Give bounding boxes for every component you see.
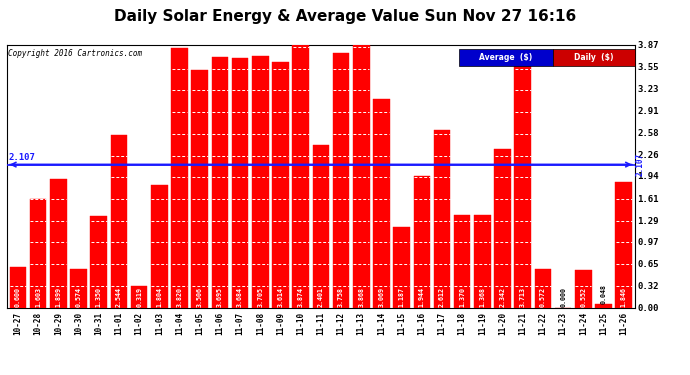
- Text: 3.758: 3.758: [338, 287, 344, 307]
- Bar: [515, 56, 531, 308]
- Text: 3.820: 3.820: [177, 287, 183, 307]
- Text: 2.612: 2.612: [439, 287, 445, 307]
- Text: 0.000: 0.000: [560, 287, 566, 307]
- Bar: [10, 267, 26, 308]
- Text: 0.552: 0.552: [580, 287, 586, 307]
- Bar: [272, 62, 288, 308]
- Bar: [353, 45, 370, 308]
- Bar: [110, 135, 127, 308]
- Text: 3.713: 3.713: [520, 287, 526, 307]
- FancyBboxPatch shape: [459, 49, 553, 66]
- Bar: [70, 268, 87, 308]
- Text: Daily Solar Energy & Average Value Sun Nov 27 16:16: Daily Solar Energy & Average Value Sun N…: [114, 9, 576, 24]
- Bar: [434, 130, 451, 308]
- FancyBboxPatch shape: [553, 49, 635, 66]
- Text: 3.684: 3.684: [237, 287, 243, 307]
- Bar: [50, 179, 67, 308]
- Text: 0.048: 0.048: [600, 284, 607, 304]
- Bar: [131, 286, 148, 308]
- Bar: [212, 57, 228, 308]
- Bar: [454, 214, 471, 308]
- Text: 2.342: 2.342: [500, 287, 506, 307]
- Text: 2.107: 2.107: [636, 153, 645, 176]
- Bar: [30, 199, 46, 308]
- Text: 3.695: 3.695: [217, 287, 223, 307]
- Text: 1.944: 1.944: [419, 287, 425, 307]
- Bar: [232, 58, 248, 308]
- Text: 1.804: 1.804: [157, 287, 162, 307]
- Text: Copyright 2016 Cartronics.com: Copyright 2016 Cartronics.com: [8, 49, 142, 58]
- Bar: [252, 56, 268, 308]
- Bar: [535, 269, 551, 308]
- Bar: [494, 148, 511, 308]
- Text: 3.069: 3.069: [378, 287, 384, 307]
- Text: 3.874: 3.874: [297, 287, 304, 307]
- Bar: [595, 304, 612, 307]
- Text: 3.614: 3.614: [277, 287, 284, 307]
- Text: 1.370: 1.370: [459, 287, 465, 307]
- Bar: [313, 145, 329, 308]
- Text: 1.368: 1.368: [480, 287, 485, 307]
- Text: 1.187: 1.187: [399, 287, 404, 307]
- Text: 3.868: 3.868: [358, 287, 364, 307]
- Text: 0.319: 0.319: [136, 287, 142, 307]
- Text: 2.544: 2.544: [116, 287, 122, 307]
- Bar: [413, 176, 430, 308]
- Text: 1.603: 1.603: [35, 287, 41, 307]
- Bar: [393, 227, 410, 308]
- Text: 1.846: 1.846: [621, 287, 627, 307]
- Bar: [151, 185, 168, 308]
- Bar: [474, 215, 491, 308]
- Text: 0.574: 0.574: [76, 287, 81, 307]
- Bar: [171, 48, 188, 308]
- Text: 1.350: 1.350: [96, 287, 101, 307]
- Bar: [191, 70, 208, 308]
- Text: 3.506: 3.506: [197, 287, 203, 307]
- Bar: [615, 182, 632, 308]
- Bar: [293, 45, 309, 308]
- Text: 2.401: 2.401: [318, 287, 324, 307]
- Text: 1.899: 1.899: [55, 287, 61, 307]
- Bar: [373, 99, 390, 308]
- Text: Average  ($): Average ($): [480, 53, 533, 62]
- Text: 0.572: 0.572: [540, 287, 546, 307]
- Text: 3.705: 3.705: [257, 287, 264, 307]
- Text: 2.107: 2.107: [9, 153, 36, 162]
- Bar: [575, 270, 591, 308]
- Bar: [333, 53, 349, 308]
- Text: Daily  ($): Daily ($): [574, 53, 613, 62]
- Bar: [90, 216, 107, 308]
- Text: 0.600: 0.600: [15, 287, 21, 307]
